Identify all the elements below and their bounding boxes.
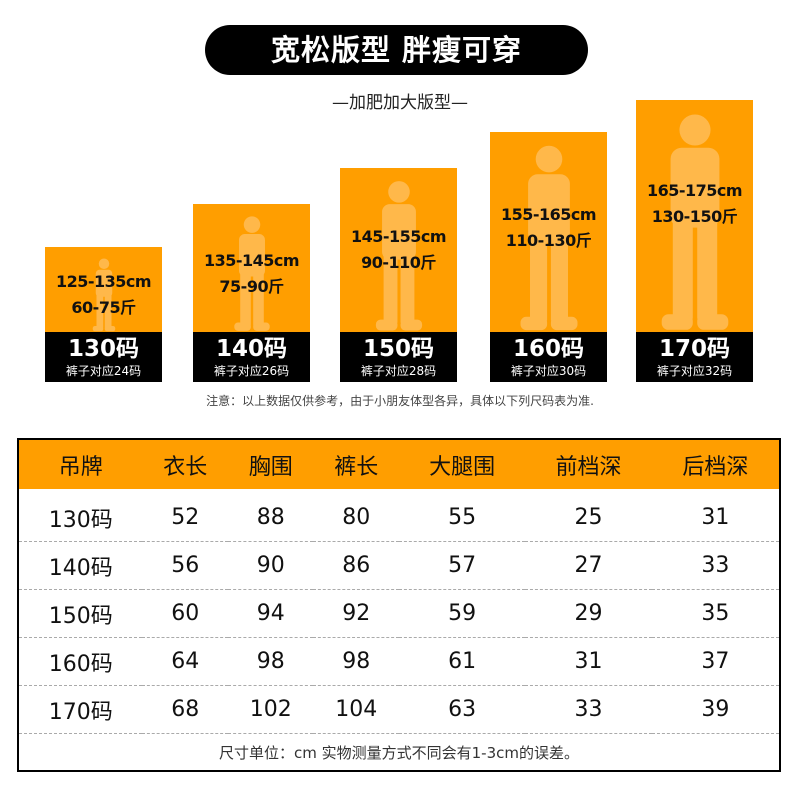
table-cell: 29 [525,589,652,638]
child-silhouette-icon [233,216,270,331]
child-silhouette-icon [520,145,577,331]
table-cell: 31 [651,489,780,542]
table-cell: 25 [525,489,652,542]
table-cell: 94 [227,589,314,638]
child-silhouette-icon [92,258,115,332]
column-header: 大腿围 [398,439,526,489]
pants-size: 裤子对应24码 [65,364,142,378]
column-header: 前档深 [525,439,652,489]
pants-size: 裤子对应28码 [360,364,437,378]
table-cell: 160码 [18,637,143,686]
table-cell: 31 [525,637,652,686]
weight-range: 110-130斤 [505,231,592,250]
size-card: 155-165cm 110-130斤 160码 裤子对应30码 [490,132,607,382]
table-cell: 130码 [18,489,143,542]
table-row: 150码 60 94 92 59 29 35 [18,589,780,638]
table-cell: 98 [227,637,314,686]
height-range: 165-175cm [646,181,743,200]
size-card: 125-135cm 60-75斤 130码 裤子对应24码 [45,247,162,382]
height-range: 125-135cm [55,272,152,291]
child-silhouette-icon [661,114,728,330]
card-image: 145-155cm 90-110斤 [340,168,457,332]
card-image: 135-145cm 75-90斤 [193,204,310,332]
table-cell: 52 [142,489,228,542]
column-header: 后档深 [651,439,780,489]
note: 注意：以上数据仅供参考，由于小朋友体型各异，具体以下列尺码表为准. [206,394,594,408]
pants-size: 裤子对应32码 [656,364,733,378]
table-cell: 33 [525,685,652,734]
size-label: 130码 [67,336,139,362]
weight-range: 60-75斤 [71,298,136,317]
weight-range: 90-110斤 [361,253,436,272]
table-row: 170码 68 102 104 63 33 39 [18,685,780,734]
size-card: 145-155cm 90-110斤 150码 裤子对应28码 [340,168,457,382]
table-cell: 80 [313,489,399,542]
table-cell: 170码 [18,685,143,734]
weight-range: 75-90斤 [219,277,284,296]
weight-range: 130-150斤 [651,207,738,226]
card-image: 155-165cm 110-130斤 [490,132,607,332]
table-row: 140码 56 90 86 57 27 33 [18,541,780,590]
table-cell: 39 [651,685,780,734]
height-range: 135-145cm [203,251,300,270]
table-cell: 37 [651,637,780,686]
child-silhouette-icon [375,181,422,331]
table-header-row: 吊牌 衣长 胸围 裤长 大腿围 前档深 后档深 [18,439,780,489]
table-cell: 57 [398,541,526,590]
table-cell: 61 [398,637,526,686]
table-cell: 63 [398,685,526,734]
card-image: 165-175cm 130-150斤 [636,100,753,332]
size-label: 170码 [658,336,730,362]
column-header: 裤长 [313,439,399,489]
subtitle: —加肥加大版型— [332,93,468,113]
table-footer-note: 尺寸单位：cm 实物测量方式不同会有1-3cm的误差。 [219,743,579,762]
table-cell: 86 [313,541,399,590]
table-cell: 150码 [18,589,143,638]
table-cell: 98 [313,637,399,686]
column-header: 胸围 [227,439,314,489]
table-cell: 56 [142,541,228,590]
table-row: 160码 64 98 98 61 31 37 [18,637,780,686]
pants-size: 裤子对应30码 [510,364,587,378]
size-label: 150码 [362,336,434,362]
size-table: 吊牌 衣长 胸围 裤长 大腿围 前档深 后档深 130码 52 88 80 55 25 31 140码 56… [17,438,781,772]
column-header: 吊牌 [18,439,143,489]
table-cell: 88 [227,489,314,542]
table-row: 130码 52 88 80 55 25 31 [18,489,780,542]
table-cell: 90 [227,541,314,590]
card-image: 125-135cm 60-75斤 [45,247,162,332]
table-cell: 68 [142,685,228,734]
column-header: 衣长 [142,439,228,489]
height-range: 145-155cm [350,227,447,246]
size-card: 165-175cm 130-150斤 170码 裤子对应32码 [636,100,753,382]
table-cell: 102 [227,685,314,734]
table-cell: 59 [398,589,526,638]
title-banner: 宽松版型 胖瘦可穿 [205,25,588,75]
height-range: 155-165cm [500,205,597,224]
table-cell: 140码 [18,541,143,590]
size-label: 160码 [512,336,584,362]
size-card: 135-145cm 75-90斤 140码 裤子对应26码 [193,204,310,382]
table-cell: 33 [651,541,780,590]
table-cell: 27 [525,541,652,590]
table-cell: 92 [313,589,399,638]
table-cell: 55 [398,489,526,542]
table-cell: 64 [142,637,228,686]
pants-size: 裤子对应26码 [213,364,290,378]
table-cell: 104 [313,685,399,734]
table-cell: 60 [142,589,228,638]
size-label: 140码 [215,336,287,362]
table-cell: 35 [651,589,780,638]
